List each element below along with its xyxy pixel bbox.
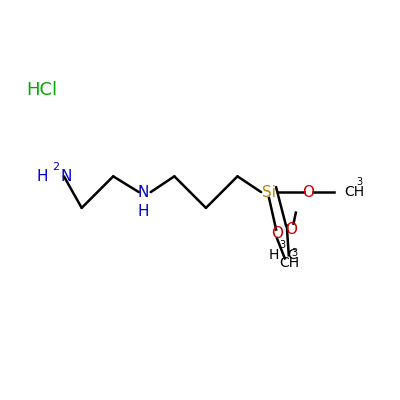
Text: CH: CH	[344, 185, 364, 199]
Text: 3: 3	[292, 248, 298, 258]
Text: O: O	[271, 226, 283, 241]
Text: N: N	[137, 185, 148, 200]
Text: O: O	[302, 185, 314, 200]
Text: HCl: HCl	[26, 80, 58, 98]
Text: H: H	[37, 169, 48, 184]
Text: CH: CH	[279, 256, 299, 270]
Text: N: N	[60, 169, 72, 184]
Text: 2: 2	[52, 162, 59, 172]
Text: Si: Si	[262, 185, 276, 200]
Text: 3: 3	[280, 240, 286, 250]
Text: O: O	[285, 222, 297, 237]
Text: C: C	[287, 248, 296, 262]
Text: 3: 3	[357, 177, 363, 187]
Text: H: H	[268, 248, 279, 262]
Text: H: H	[137, 204, 148, 219]
